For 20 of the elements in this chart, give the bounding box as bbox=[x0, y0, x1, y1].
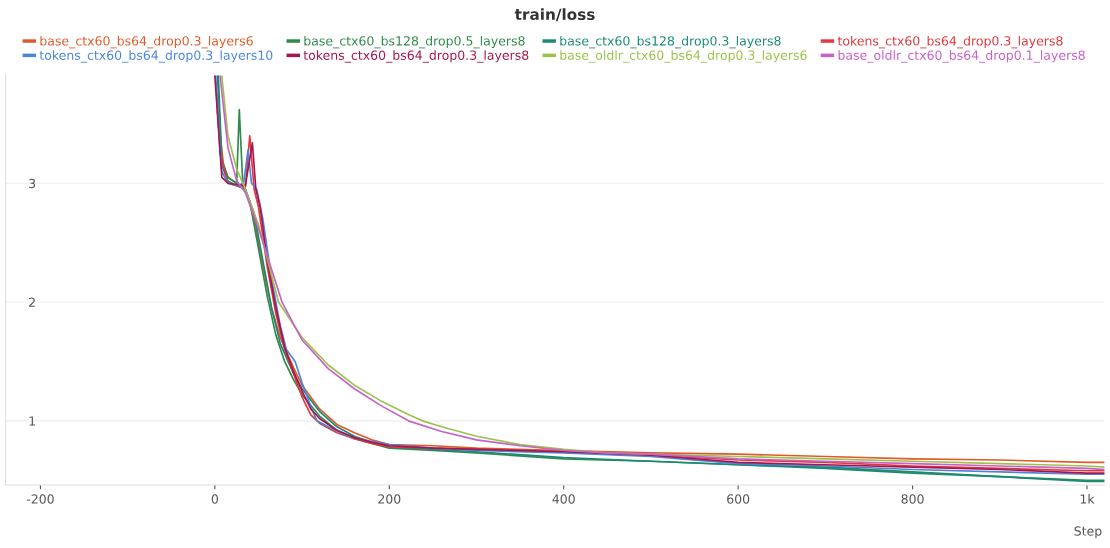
y-tick-label: 1 bbox=[29, 416, 35, 426]
x-tick-label: -200 bbox=[26, 494, 54, 504]
y-tick-label: 3 bbox=[29, 178, 36, 189]
legend-label: tokens_ctx60_bs64_drop0.3_layers8 bbox=[303, 50, 529, 63]
x-axis-title: Step bbox=[1074, 526, 1102, 539]
legend-label: tokens_ctx60_bs64_drop0.3_layers10 bbox=[39, 50, 273, 63]
chart-title: train/loss bbox=[514, 8, 595, 22]
x-tick-label: 200 bbox=[378, 494, 401, 504]
x-tick-label: 1k bbox=[1080, 494, 1095, 504]
legend-label: base_ctx60_bs128_drop0.3_layers8 bbox=[560, 35, 781, 49]
x-tick-label: 400 bbox=[552, 494, 575, 504]
legend-label: base_ctx60_bs64_drop0.3_layers6 bbox=[40, 35, 253, 49]
legend-label: base_oldlr_ctx60_bs64_drop0.3_layers6 bbox=[560, 50, 807, 63]
x-tick-label: 800 bbox=[901, 494, 924, 504]
legend-label: tokens_ctx60_bs64_drop0.3_layers8 bbox=[837, 35, 1063, 49]
legend-label: base_oldlr_ctx60_bs64_drop0.1_layers8 bbox=[838, 50, 1085, 63]
y-tick-label: 2 bbox=[29, 297, 35, 307]
legend-label: base_ctx60_bs128_drop0.5_layers8 bbox=[304, 35, 525, 49]
x-tick-label: 600 bbox=[727, 494, 750, 504]
x-tick-label: 0 bbox=[211, 494, 219, 504]
